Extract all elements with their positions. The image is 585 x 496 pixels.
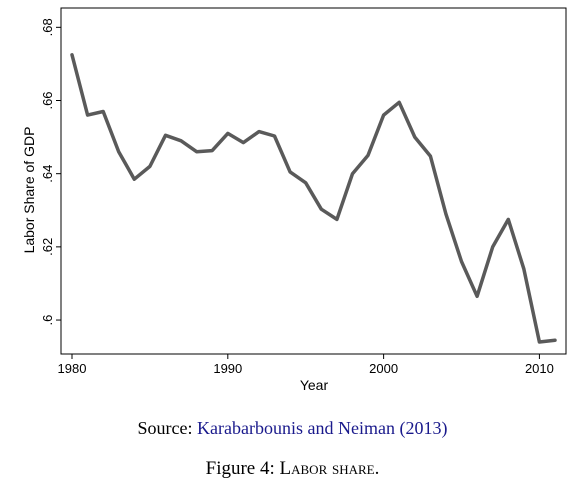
line-chart: 1980 1990 2000 2010 .6 .62 .64 .66 .68 Year Labo… (21, 7, 567, 393)
series-line (70, 53, 557, 344)
plot-frame (60, 7, 567, 355)
y-axis-label: Labor Share of GDP (21, 127, 37, 254)
x-tick-label: 1980 (58, 361, 87, 376)
x-tick-label: 2010 (525, 361, 554, 376)
chart-ticks: 1980 1990 2000 2010 .6 .62 .64 .66 .68 (40, 18, 554, 376)
y-tick-label: .68 (40, 18, 55, 36)
y-tick-label: .66 (40, 91, 55, 109)
figure-label: Figure 4: (205, 458, 280, 479)
chart-series (70, 53, 557, 344)
source-year-link[interactable]: (2013) (399, 418, 448, 438)
x-tick-label: 2000 (369, 361, 398, 376)
chart-axes (60, 7, 567, 355)
x-tick-label: 1990 (213, 361, 242, 376)
y-tick-label: .6 (40, 315, 55, 326)
source-line: Source: Karabarbounis and Neiman (2013) (0, 418, 585, 439)
figure-title: Labor share. (279, 458, 380, 479)
y-tick-label: .64 (40, 165, 55, 183)
source-link[interactable]: Karabarbounis and Neiman (197, 418, 395, 438)
x-axis-label: Year (300, 377, 329, 393)
y-tick-label: .62 (40, 238, 55, 256)
figure-caption: Figure 4: Labor share. (0, 458, 585, 480)
source-prefix: Source: (137, 418, 198, 438)
